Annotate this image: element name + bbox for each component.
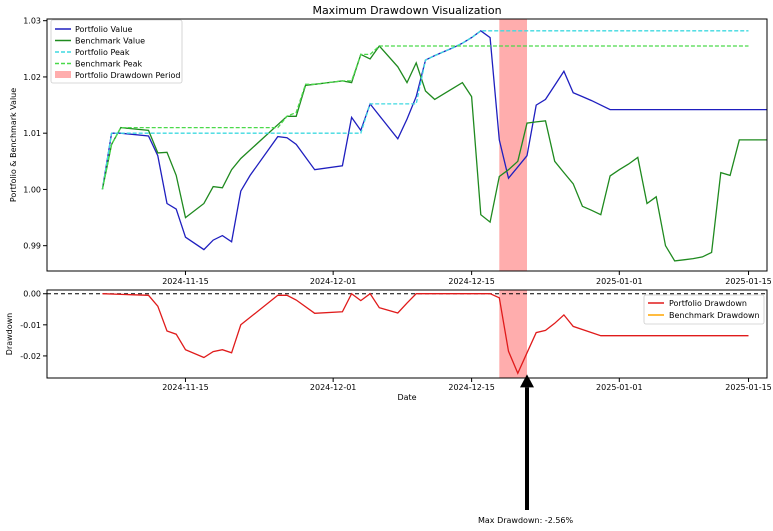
max-drawdown-annotation: Max Drawdown: -2.56%: [478, 374, 574, 525]
drawdown-chart: 2024-11-15 2024-12-01 2024-12-15 2025-01-01…: [5, 289, 772, 402]
drawdown-chart-legend: Portfolio Drawdown Benchmark Drawdown: [643, 294, 765, 325]
value-chart-legend: Portfolio Value Benchmark Value Portfolio …: [50, 19, 183, 84]
x-tick-label: 2024-12-01: [310, 383, 357, 392]
x-tick-label: 2025-01-15: [725, 277, 772, 286]
annotation-label: Max Drawdown: -2.56%: [478, 516, 574, 525]
x-tick-label: 2024-12-15: [448, 383, 495, 392]
x-tick-label: 2024-12-15: [448, 277, 495, 286]
benchmark-peak-line: [101, 45, 749, 190]
x-tick-label: 2025-01-01: [596, 277, 643, 286]
portfolio-value-line: [101, 29, 767, 251]
drawdown-chart-frame: [46, 289, 768, 379]
benchmark-value-line: [101, 44, 767, 262]
y-tick-label: -0.01: [20, 321, 41, 330]
drawdown-period-span: [499, 290, 527, 378]
drawdown-period-span: [499, 19, 527, 271]
value-chart-frame: [46, 18, 768, 272]
x-tick-label: 2024-11-15: [162, 383, 209, 392]
drawdown-chart-xlabel: Date: [397, 393, 416, 402]
value-chart: Maximum Drawdown Visualization 2024-11-1…: [9, 4, 772, 286]
legend-label: Portfolio Peak: [75, 48, 130, 57]
x-tick-label: 2024-11-15: [162, 277, 209, 286]
y-tick-label: 1.01: [23, 129, 41, 138]
legend-label: Benchmark Value: [75, 37, 145, 46]
legend-label: Portfolio Value: [75, 25, 133, 34]
x-tick-label: 2024-12-01: [310, 277, 357, 286]
legend-label: Portfolio Drawdown: [669, 299, 747, 308]
y-tick-label: 0.00: [23, 290, 41, 299]
y-tick-label: 1.03: [23, 17, 41, 26]
legend-swatch: [55, 71, 71, 78]
drawdown-chart-ylabel: Drawdown: [5, 313, 14, 355]
x-tick-label: 2025-01-01: [596, 383, 643, 392]
x-tick-label: 2025-01-15: [725, 383, 772, 392]
value-chart-ylabel: Portfolio & Benchmark Value: [9, 88, 18, 202]
legend-label: Benchmark Peak: [75, 60, 142, 69]
portfolio-peak-line: [101, 30, 749, 190]
y-tick-label: 1.02: [23, 73, 41, 82]
y-tick-label: 0.99: [23, 242, 41, 251]
portfolio-drawdown-line: [102, 292, 749, 375]
y-tick-label: -0.02: [20, 352, 41, 361]
legend-label: Portfolio Drawdown Period: [75, 71, 180, 80]
annotation-arrow-head: [520, 374, 534, 388]
y-tick-label: 1.00: [23, 185, 41, 194]
legend-label: Benchmark Drawdown: [669, 311, 760, 320]
chart-title: Maximum Drawdown Visualization: [312, 4, 501, 17]
